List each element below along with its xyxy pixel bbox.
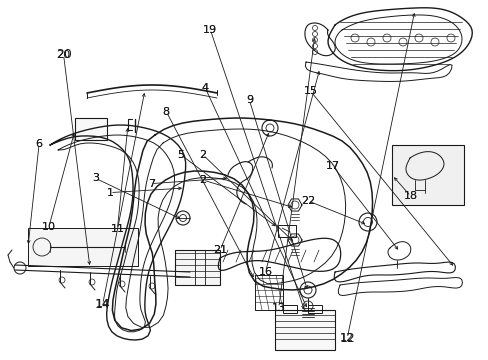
Text: 5: 5 [177,150,184,160]
Text: 10: 10 [42,222,56,232]
Bar [283,305,296,313]
Text: 2: 2 [199,150,206,160]
Text: 7: 7 [148,179,155,189]
Text: 22: 22 [300,196,315,206]
Text: 18: 18 [403,191,417,201]
Text: 2: 2 [199,175,206,185]
Text: 15: 15 [303,86,317,96]
Text: 14: 14 [95,298,110,311]
Text: 18: 18 [403,191,417,201]
Text: 9: 9 [245,95,252,105]
Text: 13: 13 [271,303,285,313]
Text: 4: 4 [202,83,208,93]
Text: 21: 21 [213,245,226,255]
Text: 11: 11 [110,224,124,234]
Text: 7: 7 [148,179,155,189]
Bar [278,225,295,237]
Text: 21: 21 [213,245,226,255]
Bar [391,145,463,205]
Bar [274,310,334,350]
Text: 15: 15 [303,86,317,96]
Bar [175,250,220,285]
Text: 1: 1 [106,188,113,198]
Text: 8: 8 [163,107,169,117]
Text: 11: 11 [110,224,124,234]
Text: 4: 4 [202,83,208,93]
Text: 20: 20 [56,48,71,61]
Bar [307,305,321,313]
Text: 1: 1 [106,188,113,198]
Text: 2: 2 [199,150,206,160]
Text: 17: 17 [325,161,339,171]
Text: 5: 5 [177,150,184,160]
Text: 16: 16 [258,267,272,277]
Text: 2: 2 [199,175,206,185]
Bar [28,228,138,266]
Text: 12: 12 [339,332,354,345]
Text: 13: 13 [271,303,285,313]
Text: 19: 19 [203,24,217,35]
Text: 14: 14 [96,299,109,309]
Bar [254,275,283,310]
Text: 22: 22 [300,196,315,206]
Text: 10: 10 [42,222,56,232]
Bar [75,118,107,140]
Text: 9: 9 [245,95,252,105]
Text: 6: 6 [36,139,42,149]
Text: 8: 8 [163,107,169,117]
Text: 20: 20 [57,50,70,60]
Text: 3: 3 [92,173,99,183]
Text: 3: 3 [92,173,99,183]
Text: 17: 17 [325,161,339,171]
Text: 16: 16 [258,267,272,277]
Text: 6: 6 [36,139,42,149]
Text: 12: 12 [340,333,353,343]
Text: 19: 19 [203,24,217,35]
